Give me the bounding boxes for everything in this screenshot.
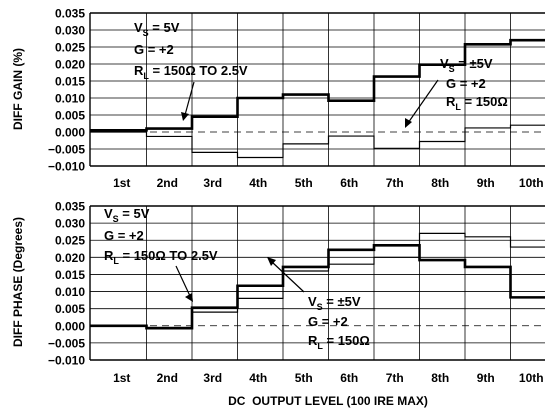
y-tick-label: 0.035 xyxy=(55,7,85,21)
annotation-rl-150: RL = 150Ω xyxy=(446,94,508,112)
y-tick-label: 0.015 xyxy=(55,75,85,89)
annotation-gain: G = +2 xyxy=(104,228,144,243)
y-tick-label: 0.025 xyxy=(55,41,85,55)
y-tick-label: 0.005 xyxy=(55,109,85,123)
x-tick-label: 6th xyxy=(340,176,358,190)
x-tick-label: 1st xyxy=(113,371,130,385)
diff-phase-y-axis-label: DIFF PHASE (Degrees) xyxy=(11,217,25,347)
diff-gain-panel: 0.035 0.030 0.025 0.020 0.015 0.010 0.005 0.000… xyxy=(11,7,545,190)
x-axis-title: DC OUTPUT LEVEL (100 IRE MAX) xyxy=(228,394,428,408)
callout-arrowhead xyxy=(267,257,276,266)
x-tick-label: 5th xyxy=(295,176,313,190)
grid xyxy=(89,205,545,361)
y-tick-label: 0.015 xyxy=(55,268,85,282)
x-tick-label: 5th xyxy=(295,371,313,385)
annotation-gain: G = +2 xyxy=(308,314,348,329)
y-tick-label: 0.030 xyxy=(55,217,85,231)
y-tick-label: 0.035 xyxy=(55,200,85,214)
x-tick-labels: 1st2nd3rd4th5th6th7th8th9th10th11th xyxy=(113,371,544,385)
diff-gain-annotation-dual-supply: VS = ±5V G = +2 RL = 150Ω xyxy=(440,56,508,112)
callout-arrowhead xyxy=(185,293,193,302)
x-tick-label: 10th xyxy=(519,176,544,190)
y-tick-label: −0.005 xyxy=(48,143,85,157)
y-tick-label: −0.005 xyxy=(48,336,85,350)
diff-phase-panel: 0.035 0.030 0.025 0.020 0.015 0.010 0.005 0.000… xyxy=(11,200,545,408)
x-tick-label: 8th xyxy=(431,371,449,385)
x-tick-labels: 1st2nd3rd4th5th6th7th8th9th10th11th xyxy=(113,176,544,190)
y-tick-label: 0.020 xyxy=(55,251,85,265)
y-tick-label: 0.010 xyxy=(55,285,85,299)
y-tick-label: 0.005 xyxy=(55,302,85,316)
annotation-gain: G = +2 xyxy=(134,42,174,57)
y-tick-label: 0.010 xyxy=(55,92,85,106)
x-tick-label: 4th xyxy=(249,176,267,190)
x-tick-label: 1st xyxy=(113,176,130,190)
x-tick-label: 3rd xyxy=(203,371,222,385)
y-tick-label: −0.010 xyxy=(48,354,85,368)
callout-arrow-line xyxy=(271,261,305,293)
y-tick-label: 0.025 xyxy=(55,234,85,248)
annotation-rl-150-to-2-5v: RL = 150Ω TO 2.5V xyxy=(104,248,218,266)
annotation-vs-pm5v: VS = ±5V xyxy=(308,294,361,312)
x-tick-label: 2nd xyxy=(157,371,178,385)
x-tick-label: 10th xyxy=(519,371,544,385)
x-tick-label: 6th xyxy=(340,371,358,385)
callout-arrow-line xyxy=(407,79,439,124)
y-tick-label: 0.000 xyxy=(55,319,85,333)
callout-arrow-line xyxy=(184,81,195,116)
diff-gain-annotation-single-supply: VS = 5V G = +2 RL = 150Ω TO 2.5V xyxy=(134,20,248,81)
callout-arrowhead xyxy=(405,118,412,128)
annotation-rl-150: RL = 150Ω xyxy=(308,333,370,351)
y-tick-label: 0.020 xyxy=(55,58,85,72)
x-tick-label: 4th xyxy=(249,371,267,385)
diff-phase-annotation-single-supply: VS = 5V G = +2 RL = 150Ω TO 2.5V xyxy=(104,206,218,266)
x-tick-label: 2nd xyxy=(157,176,178,190)
y-tick-labels: 0.035 0.030 0.025 0.020 0.015 0.010 0.005 0.000… xyxy=(48,200,85,368)
x-tick-label: 9th xyxy=(477,371,495,385)
series-line-thick xyxy=(90,38,545,132)
annotation-gain: G = +2 xyxy=(446,76,486,91)
x-tick-label: 7th xyxy=(386,176,404,190)
annotation-vs-5v: VS = 5V xyxy=(134,20,180,38)
callout-arrow-line xyxy=(175,265,191,297)
callout-arrowhead xyxy=(181,112,189,121)
x-tick-label: 8th xyxy=(431,176,449,190)
x-tick-label: 9th xyxy=(477,176,495,190)
y-tick-label: 0.030 xyxy=(55,24,85,38)
diff-gain-y-axis-label: DIFF GAIN (%) xyxy=(11,48,25,130)
y-tick-labels: 0.035 0.030 0.025 0.020 0.015 0.010 0.005 0.000… xyxy=(48,7,85,174)
x-tick-label: 7th xyxy=(386,371,404,385)
series-line-thin xyxy=(90,232,545,329)
series-line-thin xyxy=(90,124,545,159)
y-tick-label: −0.010 xyxy=(48,160,85,174)
diff-phase-callout-arrows xyxy=(175,257,305,302)
annotation-vs-5v: VS = 5V xyxy=(104,206,150,224)
annotation-rl-150-to-2-5v: RL = 150Ω TO 2.5V xyxy=(134,63,248,81)
annotation-vs-pm5v: VS = ±5V xyxy=(440,56,493,74)
x-tick-label: 3rd xyxy=(203,176,222,190)
diff-phase-annotation-dual-supply: VS = ±5V G = +2 RL = 150Ω xyxy=(308,294,370,351)
y-tick-label: 0.000 xyxy=(55,126,85,140)
diff-gain-callout-arrows xyxy=(181,79,439,128)
